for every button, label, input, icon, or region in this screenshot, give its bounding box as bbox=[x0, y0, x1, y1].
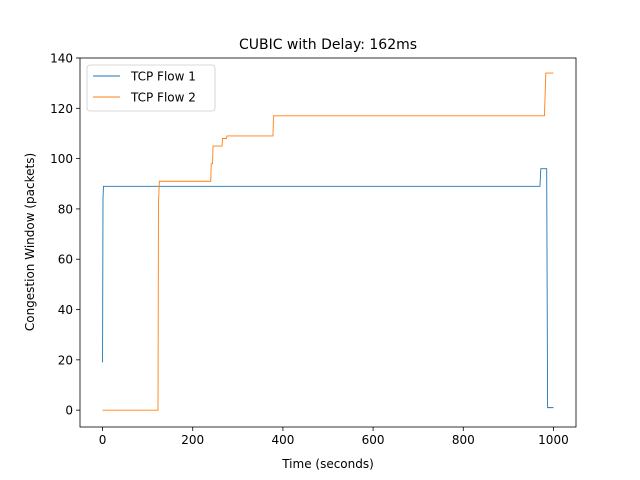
y-axis-ticks: 0 20 40 60 80 100 120 140 bbox=[50, 52, 80, 418]
y-tick-label: 120 bbox=[50, 102, 73, 116]
x-axis-ticks: 0 200 400 600 800 1000 bbox=[99, 427, 569, 447]
y-tick-label: 100 bbox=[50, 152, 73, 166]
legend: TCP Flow 1 TCP Flow 2 bbox=[86, 64, 216, 112]
y-tick-label: 80 bbox=[58, 202, 73, 216]
x-axis-label: Time (seconds) bbox=[281, 457, 374, 471]
series-layer bbox=[102, 72, 554, 411]
legend-box bbox=[86, 64, 216, 112]
x-tick-label: 0 bbox=[99, 433, 107, 447]
y-tick-label: 0 bbox=[65, 404, 73, 418]
x-tick-label: 200 bbox=[181, 433, 204, 447]
legend-label-1: TCP Flow 1 bbox=[130, 70, 196, 84]
x-tick-label: 800 bbox=[452, 433, 475, 447]
x-tick-label: 600 bbox=[362, 433, 385, 447]
series-line-2 bbox=[102, 72, 554, 411]
y-tick-label: 60 bbox=[58, 253, 73, 267]
y-tick-label: 20 bbox=[58, 353, 73, 367]
y-axis-label: Congestion Window (packets) bbox=[23, 153, 37, 331]
x-tick-label: 400 bbox=[271, 433, 294, 447]
x-tick-label: 1000 bbox=[538, 433, 569, 447]
chart-title: CUBIC with Delay: 162ms bbox=[239, 37, 417, 53]
legend-label-2: TCP Flow 2 bbox=[130, 91, 196, 105]
y-tick-label: 140 bbox=[50, 52, 73, 66]
series-line-1 bbox=[102, 168, 554, 409]
y-tick-label: 40 bbox=[58, 303, 73, 317]
plot-area-frame bbox=[79, 57, 577, 428]
